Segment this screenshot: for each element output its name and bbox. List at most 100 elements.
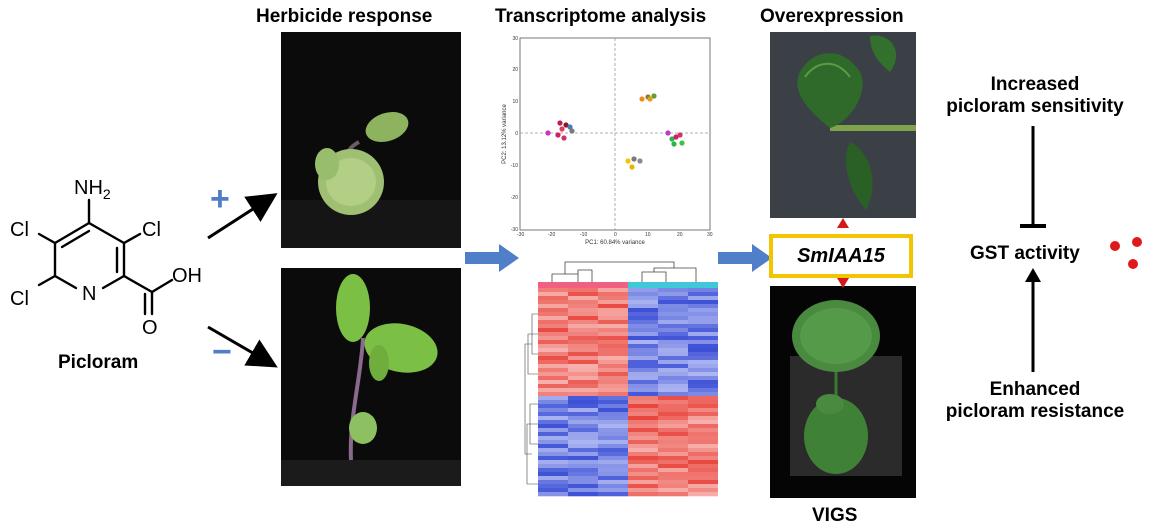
bond-n1-c6	[53, 274, 78, 290]
heatmap-cell	[688, 420, 718, 425]
heatmap-cell	[598, 416, 629, 421]
heatmap-cell	[538, 404, 569, 409]
heatmap-cell	[598, 316, 629, 321]
heatmap-cell	[628, 300, 659, 305]
heatmap-cell	[538, 336, 569, 341]
heatmap-cell	[598, 380, 629, 385]
heatmap-cell	[688, 428, 718, 433]
heatmap-cell	[598, 344, 629, 349]
heatmap-cell	[598, 364, 629, 369]
increased-line-1: Increased	[990, 74, 1080, 95]
heatmap-column-dendrogram	[551, 261, 697, 282]
heatmap-cell	[568, 420, 599, 425]
heatmap-cell	[628, 380, 659, 385]
heatmap-cell	[658, 332, 689, 337]
heatmap-cell	[538, 460, 569, 465]
heatmap-cell	[568, 380, 599, 385]
heatmap-cell	[568, 464, 599, 469]
heatmap-cell	[568, 336, 599, 341]
pca-x-tick: 20	[677, 232, 683, 238]
transcriptome-analysis-title: Transcriptome analysis	[495, 6, 707, 27]
pca-point	[625, 158, 631, 164]
heatmap-cell	[688, 444, 718, 449]
heatmap-cell	[658, 360, 689, 365]
heatmap-row-dendrogram	[524, 313, 538, 485]
heatmap-cell	[688, 336, 718, 341]
heatmap-cell	[538, 368, 569, 373]
increased-sensitivity-label: Increased picloram sensitivity	[925, 74, 1145, 118]
heatmap-cell	[598, 292, 629, 297]
heatmap-cell	[538, 356, 569, 361]
heatmap-cell	[538, 388, 569, 393]
heatmap-cell	[658, 492, 689, 497]
heatmap-cell	[688, 300, 718, 305]
pca-point	[559, 126, 565, 132]
heatmap-cell	[538, 376, 569, 381]
heatmap-cell	[598, 348, 629, 353]
heatmap-cell	[658, 300, 689, 305]
heatmap-cell	[658, 304, 689, 309]
heatmap-cell	[568, 424, 599, 429]
heatmap-cell	[688, 412, 718, 417]
heatmap-cell	[538, 452, 569, 457]
pca-y-tick: 20	[512, 67, 518, 73]
pca-point	[651, 93, 657, 99]
heatmap-cell	[568, 332, 599, 337]
heatmap-cell	[538, 468, 569, 473]
heatmap-cell	[598, 360, 629, 365]
heatmap-cell	[538, 332, 569, 337]
heatmap-cell	[598, 320, 629, 325]
heatmap-cell	[688, 324, 718, 329]
heatmap-cell	[628, 372, 659, 377]
heatmap-cell	[658, 340, 689, 345]
atom-oh: OH	[172, 265, 202, 287]
heatmap-cell	[688, 348, 718, 353]
heatmap-cell	[658, 320, 689, 325]
heatmap-cell	[658, 452, 689, 457]
heatmap-cell	[598, 356, 629, 361]
treated-plant-photo	[281, 32, 461, 248]
smiaa15-gene-box: SmIAA15	[769, 234, 913, 278]
heatmap-cell	[658, 464, 689, 469]
atom-o: O	[142, 317, 158, 339]
heatmap-cell	[688, 316, 718, 321]
heatmap-cells	[538, 288, 718, 497]
pca-point	[647, 96, 653, 102]
flow-arrow-1	[465, 244, 519, 272]
bond-c2-carboxyl	[122, 274, 154, 294]
heatmap-cell	[598, 468, 629, 473]
pca-point	[639, 96, 645, 102]
heatmap-cell	[658, 396, 689, 401]
heatmap-cell	[538, 448, 569, 453]
heatmap-cell	[628, 368, 659, 373]
heatmap-cell	[538, 304, 569, 309]
heatmap-cell	[628, 304, 659, 309]
heatmap-cell	[568, 304, 599, 309]
heatmap-cell	[598, 304, 629, 309]
heatmap-cell	[538, 456, 569, 461]
heatmap-cell	[598, 312, 629, 317]
heatmap-cell	[688, 480, 718, 485]
heatmap-cell	[568, 372, 599, 377]
pca-y-tick: -30	[511, 227, 518, 233]
heatmap-cell	[598, 340, 629, 345]
heatmap-cell	[568, 484, 599, 489]
heatmap-cell	[598, 388, 629, 393]
heatmap-cell	[658, 424, 689, 429]
heatmap-cell	[688, 352, 718, 357]
heatmap-cell	[628, 360, 659, 365]
heatmap-cell	[538, 408, 569, 413]
heatmap-cell	[688, 404, 718, 409]
heatmap-cell	[688, 308, 718, 313]
heatmap-cell	[688, 392, 718, 397]
heatmap-cell	[538, 364, 569, 369]
heatmap-cell	[568, 384, 599, 389]
pca-point	[665, 130, 671, 136]
heatmap-cell	[568, 432, 599, 437]
heatmap-cell	[688, 476, 718, 481]
heatmap-cell	[598, 368, 629, 373]
heatmap-cell	[628, 332, 659, 337]
increased-line-2: picloram sensitivity	[946, 96, 1124, 117]
pca-x-tick: -20	[548, 232, 555, 238]
pca-y-axis-label: PC2: 13.12% variance	[502, 103, 508, 163]
